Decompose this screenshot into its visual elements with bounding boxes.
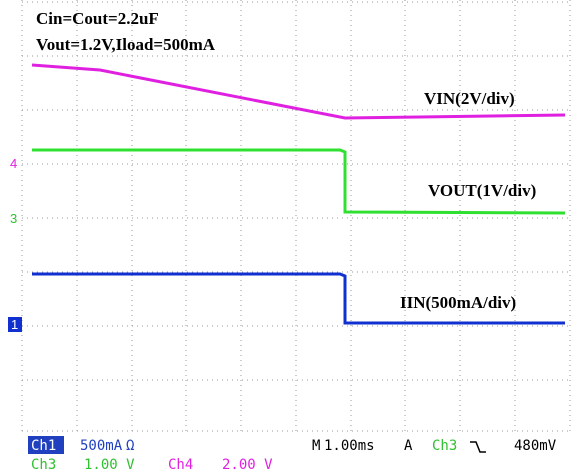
graticule — [21, 0, 571, 432]
status-text: Ω — [126, 438, 134, 454]
status-text: Ch3 — [432, 438, 457, 454]
status-text: M — [312, 438, 320, 454]
status-bar — [0, 433, 578, 474]
status-text: 500mA — [80, 438, 123, 454]
channel-marker: 3 — [10, 211, 17, 226]
vin-trace — [31, 63, 566, 120]
channel-marker: 4 — [10, 156, 17, 171]
ch1-badge — [28, 436, 64, 454]
note: Vout=1.2V,Iload=500mA — [36, 35, 216, 54]
iin-trace — [32, 272, 565, 325]
status-text: 1.00ms — [324, 438, 375, 454]
status-text: 1.00 V — [84, 457, 135, 473]
status-text: A — [404, 438, 413, 454]
status-text: Ch3 — [31, 457, 56, 473]
trace-label: VIN(2V/div) — [424, 89, 515, 108]
vout-trace — [32, 148, 566, 215]
trace-label: IIN(500mA/div) — [400, 293, 516, 312]
status-text: Ch4 — [168, 457, 193, 473]
trace-label: VOUT(1V/div) — [428, 181, 536, 200]
status-text: 480mV — [514, 438, 557, 454]
channel-marker: 1 — [11, 317, 18, 332]
status-text: 2.00 V — [222, 457, 273, 473]
channel-marker-box — [8, 317, 22, 332]
trigger-slope — [470, 441, 486, 453]
status-text: Ch1 — [31, 438, 56, 454]
note: Cin=Cout=2.2uF — [36, 9, 159, 28]
